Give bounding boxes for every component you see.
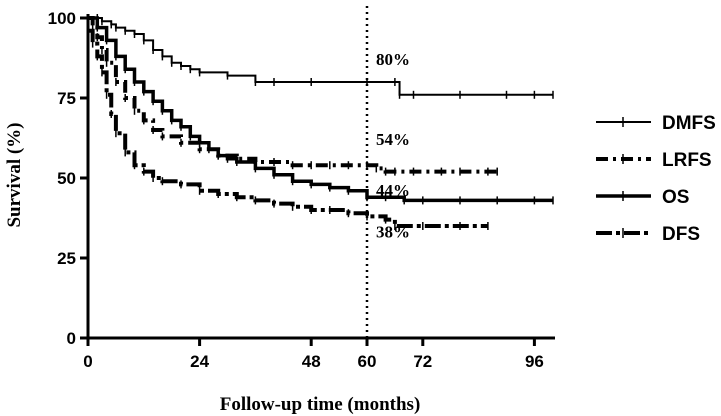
y-tick-label: 50 <box>57 169 76 188</box>
series-line-os <box>88 16 553 203</box>
series-group <box>88 14 554 230</box>
series-line-dfs <box>88 28 488 228</box>
y-tick-label: 25 <box>57 249 76 268</box>
annotation-label: 38% <box>376 222 410 241</box>
y-tick-label: 0 <box>67 329 76 348</box>
x-tick-label: 96 <box>525 352 544 371</box>
legend-label-os: OS <box>662 187 689 208</box>
x-tick-label: 0 <box>83 352 92 371</box>
y-axis-title: Survival (%) <box>4 122 25 227</box>
x-axis: 0 24 48 60 72 96 <box>83 336 555 371</box>
y-axis: 0 25 50 75 100 <box>48 9 90 348</box>
x-tick-label: 48 <box>302 352 321 371</box>
annotation-group: 80% 54% 44% 38% <box>376 50 410 241</box>
annotation-label: 44% <box>376 181 410 200</box>
series-line-dmfs <box>88 17 553 96</box>
x-tick-label: 60 <box>358 352 377 371</box>
legend-label-dfs: DFS <box>662 224 700 245</box>
x-axis-title: Follow-up time (months) <box>220 394 421 415</box>
y-tick-label: 75 <box>57 89 76 108</box>
x-tick-label: 24 <box>190 352 209 371</box>
annotation-label: 80% <box>376 50 410 69</box>
y-tick-label: 100 <box>48 9 76 28</box>
legend: DMFS LRFS OS DFS <box>596 113 716 245</box>
legend-label-lrfs: LRFS <box>662 150 712 171</box>
annotation-label: 54% <box>376 130 410 149</box>
legend-label-dmfs: DMFS <box>662 113 716 134</box>
x-tick-label: 72 <box>413 352 432 371</box>
